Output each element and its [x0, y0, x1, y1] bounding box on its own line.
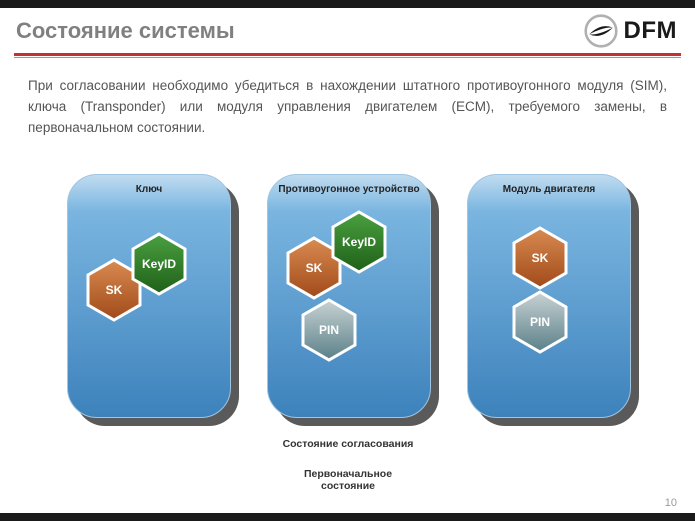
page-number: 10: [665, 497, 677, 509]
logo-circle-icon: [584, 14, 618, 48]
hex-sk: SK: [508, 226, 572, 290]
hex-keyid: KeyID: [327, 210, 391, 274]
top-border: [0, 0, 695, 8]
red-divider: [14, 53, 681, 56]
hex-label: KeyID: [327, 210, 391, 274]
hex-pin: PIN: [508, 290, 572, 354]
hex-keyid: KeyID: [127, 232, 191, 296]
page-title: Состояние системы: [16, 18, 235, 44]
hex-label: KeyID: [127, 232, 191, 296]
module-label: Противоугонное устройство: [267, 184, 431, 196]
thin-divider: [14, 57, 681, 58]
hex-label: PIN: [508, 290, 572, 354]
module-label: Ключ: [67, 184, 231, 196]
body-paragraph: При согласовании необходимо убедиться в …: [28, 76, 667, 139]
logo-text: DFM: [624, 17, 677, 45]
module-label: Модуль двигателя: [467, 184, 631, 196]
bottom-border: [0, 513, 695, 521]
hex-label: PIN: [297, 298, 361, 362]
slide: Состояние системы DFM При согласовании н…: [0, 0, 695, 521]
footer-line1: Состояние согласования: [278, 438, 418, 450]
hex-label: SK: [508, 226, 572, 290]
dfm-logo: DFM: [584, 14, 677, 48]
footer-line2: Первоначальное состояние: [278, 468, 418, 492]
hex-pin: PIN: [297, 298, 361, 362]
